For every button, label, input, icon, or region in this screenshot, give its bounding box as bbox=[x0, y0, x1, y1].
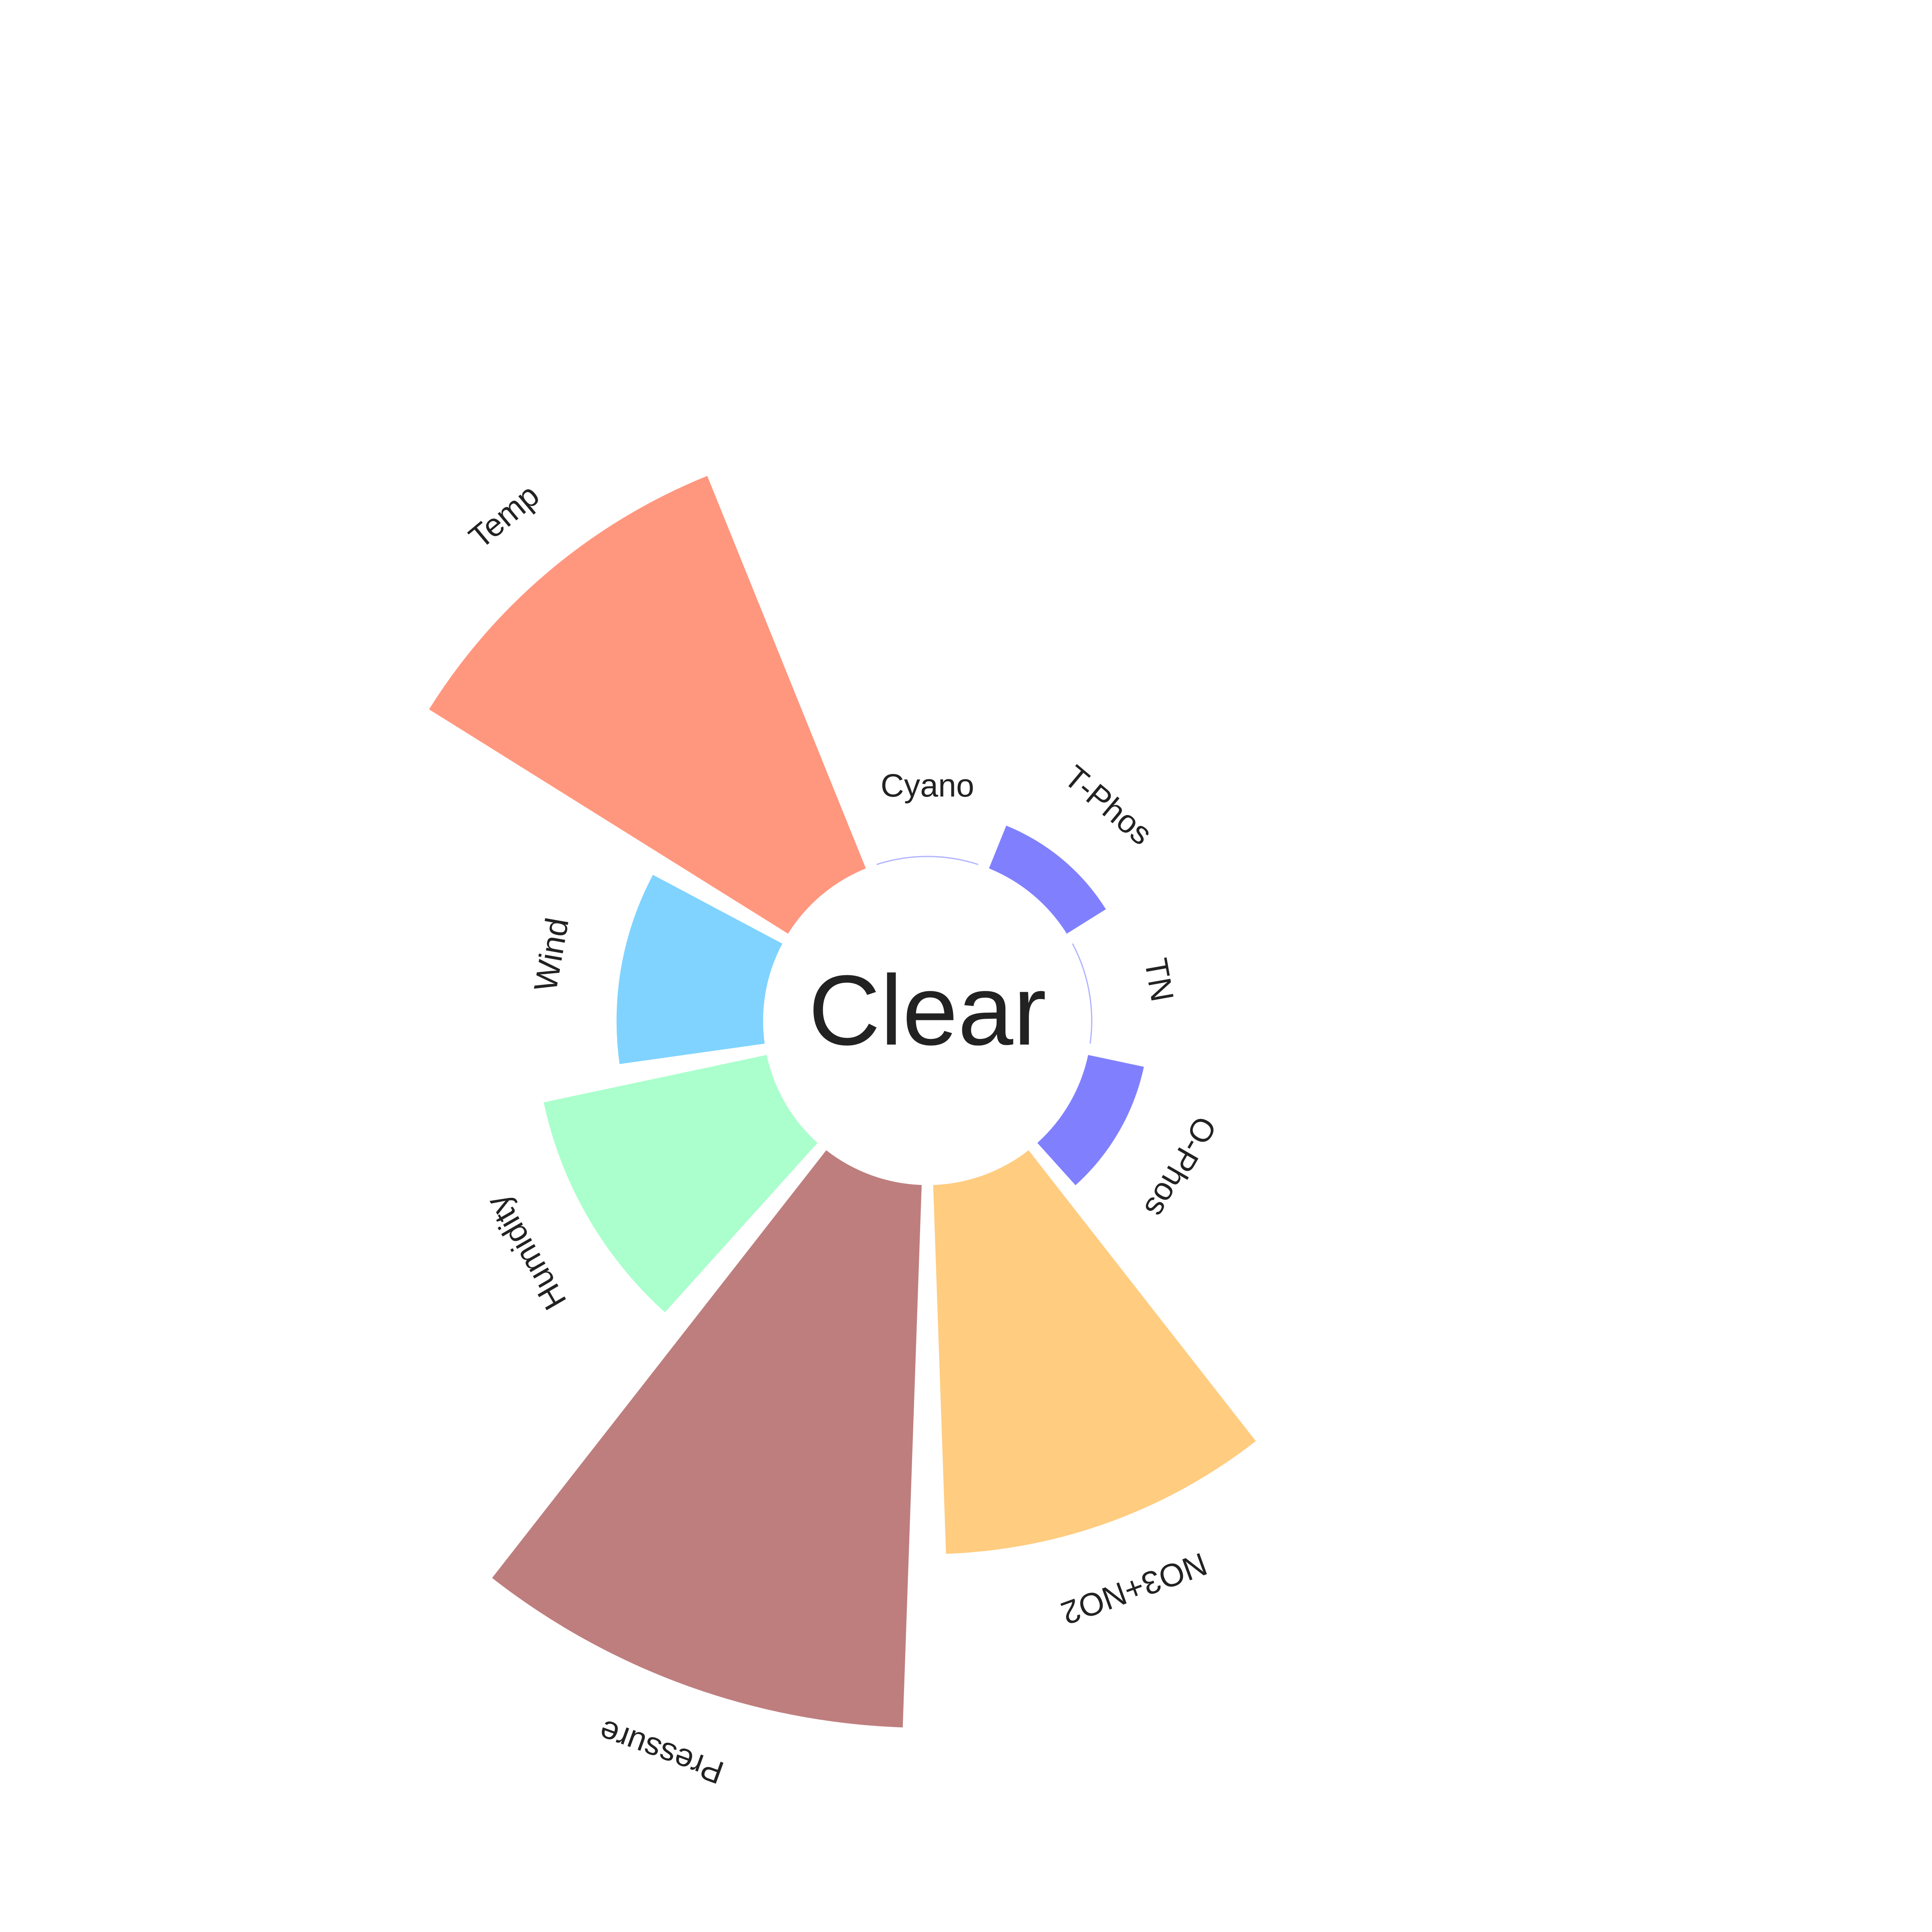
bar bbox=[933, 1150, 1256, 1554]
bar bbox=[492, 1150, 922, 1728]
bar bbox=[543, 1055, 817, 1313]
bar bbox=[876, 856, 978, 865]
bar bbox=[989, 826, 1106, 934]
bar bbox=[616, 875, 782, 1064]
category-label: TN bbox=[1137, 956, 1181, 1004]
bar bbox=[1037, 1055, 1144, 1185]
category-label: Cyano bbox=[881, 768, 974, 804]
bar bbox=[429, 476, 866, 934]
bar bbox=[1072, 943, 1092, 1044]
center-label: Clear bbox=[809, 955, 1046, 1066]
